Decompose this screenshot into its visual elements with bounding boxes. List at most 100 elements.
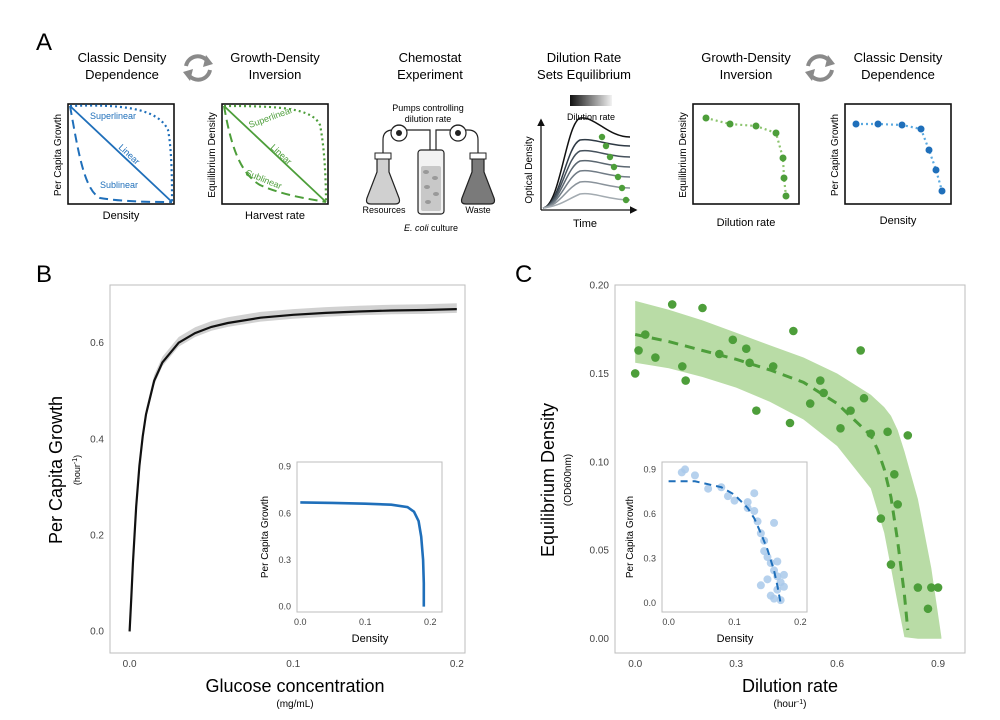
panel-c-inset-xtick-label: 0.1	[728, 617, 741, 627]
panel-a5-point	[726, 120, 734, 128]
panel-a6-frame	[844, 103, 952, 205]
inset-density-point	[704, 484, 713, 493]
equilibrium-data-point	[752, 406, 761, 415]
panel-a3-title-line2: Experiment	[397, 67, 463, 82]
equilibrium-data-point	[819, 388, 828, 398]
swap-arrows-icon	[805, 54, 835, 82]
equilibrium-data-point	[923, 604, 933, 614]
panel-b-inset-frame	[296, 461, 443, 613]
equilibrium-fit-line	[634, 333, 910, 631]
panel-a5-point	[780, 174, 788, 182]
panel-a6-point	[874, 120, 882, 128]
equilibrium-data-point	[859, 393, 869, 403]
panel-b-inset-plot: 0.0 0.1 0.2 0.0 0.3 0.6 0.9	[278, 462, 436, 627]
panel-a2-ylabel: Equilibrium Density	[207, 112, 218, 198]
panel-b-inset-xtick-label: 0.0	[294, 617, 307, 627]
panel-a6-ylabel: Per Capita Growth	[830, 114, 841, 196]
panel-a2-sublinear-curve	[223, 105, 327, 203]
tube-right	[435, 129, 479, 155]
panel-c-inset-xlabel: Density	[717, 633, 754, 645]
inset-density-point	[770, 594, 779, 603]
panel-b-inset-xtick-label: 0.2	[424, 617, 437, 627]
inset-density-point	[723, 492, 732, 501]
panel-a5-point	[779, 154, 787, 162]
panel-a5-point	[702, 114, 710, 122]
panel-a6-point	[917, 125, 925, 133]
dilution-gradient-bar	[570, 95, 612, 106]
equilibrium-data-point	[728, 335, 738, 345]
pumps-label-line1: Pumps controlling	[392, 103, 464, 113]
equilibrium-data-point	[698, 303, 707, 313]
a4-equilibrium-point	[598, 133, 606, 141]
equilibrium-data-point	[630, 369, 640, 378]
equilibrium-data-point	[805, 399, 815, 408]
inset-density-point	[770, 518, 779, 527]
inset-density-point	[743, 498, 752, 507]
panel-a4-xlabel: Time	[573, 218, 597, 230]
panel-c-yunit: (OD600nm)	[563, 454, 574, 506]
culture-vessel-icon	[417, 149, 445, 215]
panel-a2-label-linear: Linear	[269, 142, 294, 166]
panel-b-inset-ytick-label: 0.0	[278, 602, 291, 612]
equilibrium-data-point	[913, 583, 923, 592]
equilibrium-data-point	[667, 300, 677, 309]
panel-a5-title-line2: Inversion	[720, 67, 773, 82]
panel-b-ytick-label: 0.2	[90, 530, 104, 541]
panel-a1-sublinear-curve	[69, 105, 173, 203]
panel-a-letter: A	[36, 29, 52, 56]
panel-c: C 0.0 0.3 0.6 0.9 0.00 0.05 0.10 0.15 0.20 Equil…	[515, 261, 966, 710]
panel-a2-title-line1: Growth-Density	[230, 50, 320, 65]
culture-label: E. coli culture	[404, 223, 458, 233]
waste-label: Waste	[465, 205, 490, 215]
panel-b-inset-xlabel: Density	[352, 633, 389, 645]
panel-a2-linear-curve	[223, 105, 327, 203]
panel-c-letter: C	[515, 261, 532, 288]
inset-density-point	[763, 553, 772, 562]
equilibrium-data-point	[927, 583, 936, 592]
panel-b-inset-ylabel: Per Capita Growth	[260, 496, 271, 578]
panel-a1-label-sublinear: Sublinear	[100, 180, 138, 190]
a4-growth-curve	[542, 138, 631, 209]
equilibrium-data-point	[890, 470, 899, 479]
inset-fit-line	[668, 480, 782, 604]
panel-a-classic-density: Classic Density Dependence Superlinear L…	[53, 50, 175, 222]
panel-c-inset-ytick-label: 0.9	[643, 464, 656, 474]
panel-c-ylabel: Equilibrium Density	[538, 403, 558, 557]
equilibrium-data-point	[768, 362, 778, 371]
swap-arrows-icon	[183, 54, 213, 82]
a4-growth-curve	[542, 169, 631, 209]
equilibrium-data-point	[856, 346, 865, 355]
panel-a: A Classic Density Dependence Superlinear…	[36, 29, 952, 233]
panel-c-ytick-label: 0.00	[590, 634, 610, 645]
panel-a4-ylabel: Optical Density	[524, 136, 535, 203]
panel-a6-point	[932, 166, 940, 174]
equilibrium-data-point	[678, 362, 687, 371]
panel-c-xtick-label: 0.0	[628, 659, 642, 670]
a4-growth-curve	[542, 180, 631, 209]
equilibrium-data-point	[836, 424, 845, 433]
equilibrium-data-point	[866, 429, 876, 438]
panel-c-inset-ytick-label: 0.0	[643, 598, 656, 608]
equilibrium-data-point	[886, 560, 896, 569]
panel-c-xunit: (hour-1)	[774, 699, 807, 710]
inset-density-point	[681, 465, 690, 474]
panel-b-ylabel: Per Capita Growth	[46, 396, 66, 544]
equilibrium-data-point	[741, 344, 751, 353]
inset-density-point	[763, 575, 772, 584]
panel-b-xtick-label: 0.1	[286, 659, 300, 670]
inset-density-point	[779, 582, 788, 591]
panel-a1-xlabel: Density	[103, 210, 140, 222]
a4-equilibrium-point	[606, 153, 614, 161]
resources-flask-icon	[365, 157, 401, 205]
panel-b-inset-xtick-label: 0.1	[359, 617, 372, 627]
panel-a5-frame	[692, 103, 800, 205]
equilibrium-interval-band	[635, 300, 942, 639]
equilibrium-data-point	[893, 500, 902, 509]
panel-c-inset-ytick-label: 0.6	[643, 509, 656, 519]
equilibrium-data-point	[846, 406, 855, 415]
equilibrium-data-point	[640, 330, 650, 339]
panel-b-xlabel: Glucose concentration	[205, 676, 384, 696]
equilibrium-data-point	[876, 514, 886, 523]
panel-c-xtick-label: 0.9	[931, 659, 945, 670]
panel-a1-label-superlinear: Superlinear	[90, 111, 136, 121]
